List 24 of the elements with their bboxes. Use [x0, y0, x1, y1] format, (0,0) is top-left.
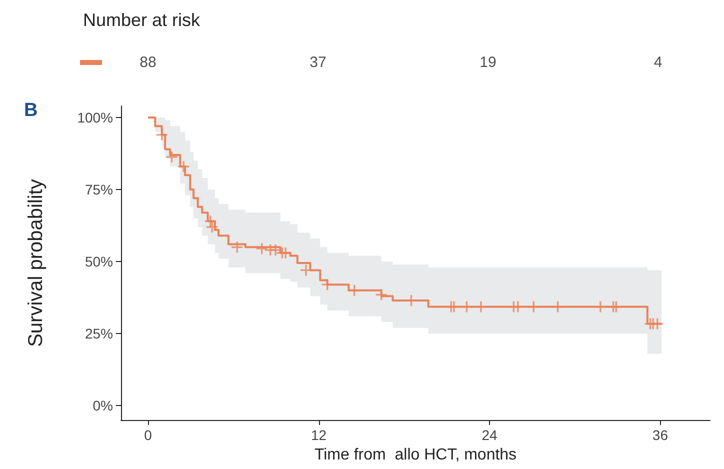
data-label: 19 — [480, 54, 496, 71]
x-tick-label: 12 — [310, 427, 327, 443]
point — [178, 160, 190, 172]
y-tick-label: 0% — [92, 398, 113, 414]
point — [594, 301, 606, 312]
point — [300, 264, 312, 276]
point — [512, 301, 524, 312]
x-tick-label: 24 — [482, 427, 498, 443]
y-tick-label: 100% — [77, 110, 113, 126]
x-tick-label: 0 — [144, 427, 152, 443]
text: B — [24, 100, 38, 122]
y-tick-label: 25% — [84, 326, 113, 342]
x-axis-title: Time from allo HCT, months — [314, 446, 517, 464]
point — [206, 221, 218, 232]
y-tick-label: 75% — [84, 182, 113, 198]
y-tick-label: 50% — [84, 254, 113, 270]
data-label: 37 — [310, 54, 326, 71]
point — [475, 301, 486, 312]
data-label: 88 — [140, 54, 156, 71]
data-label: 4 — [654, 54, 662, 71]
text: Number at risk — [83, 10, 202, 30]
x-tick-label: 36 — [652, 427, 668, 443]
point — [166, 151, 178, 162]
y-axis-title: Survival probability — [25, 179, 47, 347]
